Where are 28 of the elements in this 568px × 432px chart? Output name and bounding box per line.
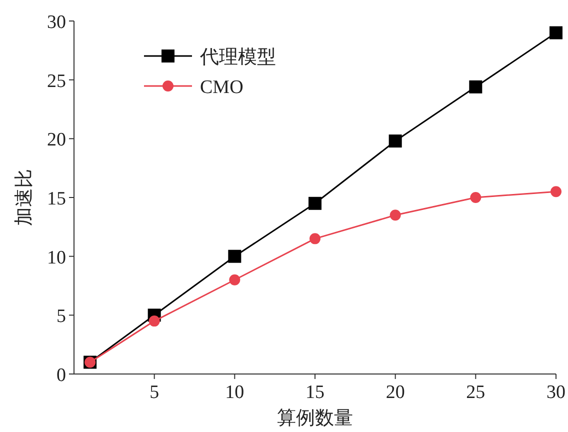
x-tick-label: 30 [546,382,566,403]
y-tick-label: 25 [47,70,66,92]
point [229,274,240,286]
x-tick-label: 10 [225,382,244,403]
point [390,210,401,221]
x-tick-label: 20 [386,382,405,403]
legend-label: 代理模型 [199,47,276,68]
x-tick-label: 5 [150,382,160,403]
y-tick-label: 10 [47,247,66,268]
point [469,80,482,94]
x-tick-label: 25 [466,382,486,403]
point [388,134,402,148]
y-tick-label: 15 [47,188,66,210]
point [228,250,242,263]
y-tick-label: 5 [56,306,66,328]
y-axis-title: 加速比 [14,169,35,226]
point [310,233,320,244]
point [550,26,562,40]
legend-label: CMO [200,77,244,98]
y-tick-label: 30 [47,12,66,33]
y-tick-label: 0 [56,365,66,386]
x-axis-title: 算例数量 [277,408,353,429]
point [550,186,562,198]
point [308,196,322,210]
x-tick-label: 15 [306,382,324,403]
point [148,316,160,327]
y-tick-label: 20 [47,130,66,151]
point [470,192,482,203]
